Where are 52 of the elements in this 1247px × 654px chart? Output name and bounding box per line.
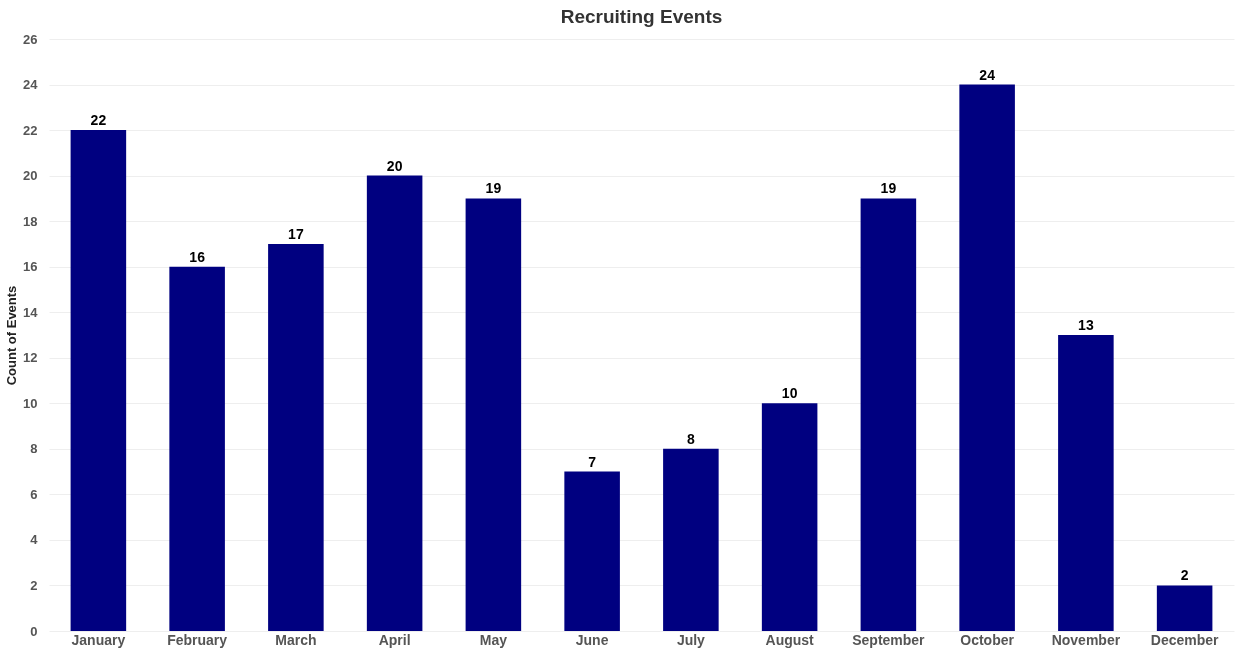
bar <box>366 175 423 631</box>
bar <box>959 84 1015 631</box>
data-label: 8 <box>686 430 695 447</box>
bar <box>663 448 719 631</box>
x-tick-label: August <box>765 631 815 648</box>
y-tick-label: 0 <box>30 623 38 639</box>
y-tick-label: 18 <box>23 213 38 229</box>
bar <box>268 243 324 631</box>
y-tick-label: 8 <box>30 441 38 457</box>
x-tick-label: July <box>676 631 706 648</box>
y-axis-title: Count of Events <box>4 285 20 386</box>
data-label: 24 <box>979 66 996 83</box>
x-tick-label: April <box>378 631 411 648</box>
y-tick-label: 22 <box>23 122 38 138</box>
y-tick-label: 10 <box>23 395 38 411</box>
chart-title: Recruiting Events <box>560 6 723 27</box>
y-tick-label: 12 <box>23 350 38 366</box>
bar <box>169 266 225 631</box>
data-label: 20 <box>386 157 403 174</box>
data-label: 7 <box>588 453 597 470</box>
x-tick-label: May <box>479 631 508 648</box>
x-tick-label: December <box>1150 631 1220 648</box>
y-tick-label: 2 <box>30 577 38 593</box>
bar <box>761 403 818 631</box>
x-tick-label: June <box>575 631 609 648</box>
x-tick-label: March <box>275 631 317 648</box>
data-label: 13 <box>1078 317 1094 333</box>
data-label: 19 <box>880 180 897 197</box>
data-label: 19 <box>485 180 502 197</box>
y-tick-label: 6 <box>30 486 38 502</box>
data-label: 17 <box>288 225 304 242</box>
y-tick-label: 16 <box>23 259 38 275</box>
x-tick-label: January <box>71 631 126 648</box>
y-tick-label: 26 <box>23 31 38 47</box>
data-label: 16 <box>189 248 206 265</box>
y-tick-label: 24 <box>23 77 39 93</box>
x-tick-label: February <box>167 631 228 648</box>
data-label: 22 <box>90 112 107 129</box>
bar <box>465 198 522 631</box>
y-tick-label: 20 <box>23 168 38 184</box>
bar <box>1156 585 1213 631</box>
y-tick-label: 14 <box>23 304 39 320</box>
bar <box>1058 335 1114 631</box>
y-tick-label: 4 <box>30 532 39 548</box>
data-label: 10 <box>781 385 798 402</box>
bar <box>564 471 620 631</box>
data-label: 2 <box>1180 567 1189 584</box>
x-tick-label: November <box>1051 631 1121 648</box>
bar <box>860 198 917 631</box>
x-tick-label: October <box>960 631 1015 648</box>
x-tick-label: September <box>852 631 926 648</box>
bar <box>70 130 127 631</box>
